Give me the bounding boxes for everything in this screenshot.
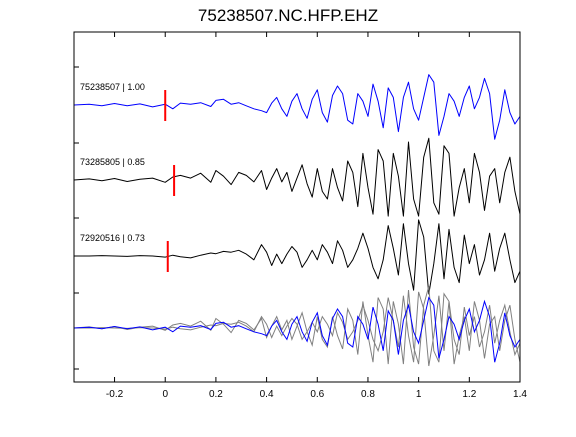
overlay-trace-1 — [73, 296, 521, 363]
x-tick-label-7: 1 — [416, 389, 422, 400]
chart-title: 75238507.NC.HFP.EHZ — [197, 6, 379, 25]
pick-markers — [164, 90, 176, 272]
x-tick-label-9: 1.4 — [513, 389, 527, 400]
trace-label-2: 73285805 | 0.85 — [80, 157, 145, 167]
x-tick-label-4: 0.4 — [260, 389, 274, 400]
x-tick-label-3: 0.2 — [209, 389, 223, 400]
trace-label-1: 75238507 | 1.00 — [80, 82, 145, 92]
x-tick-label-6: 0.8 — [361, 389, 375, 400]
overlay-trace-3 — [74, 291, 521, 367]
x-tick-label-8: 1.2 — [462, 389, 476, 400]
x-tick-label-2: 0 — [162, 389, 168, 400]
axes: -0.2 0 0.2 0.4 0.6 0.8 1 1.2 1.4 — [73, 31, 527, 400]
trace-labels: 75238507 | 1.00 73285805 | 0.85 72920516 |… — [80, 82, 145, 243]
trace-line-2 — [73, 137, 521, 217]
trace-line-3 — [74, 219, 521, 295]
trace-label-3: 72920516 | 0.73 — [80, 233, 145, 243]
overlay-trace-2 — [73, 286, 521, 365]
traces-layer — [73, 74, 521, 367]
x-tick-label-1: -0.2 — [106, 389, 124, 400]
trace-line-1 — [73, 74, 521, 140]
x-tick-label-5: 0.6 — [310, 389, 324, 400]
plot-frame — [73, 31, 521, 383]
